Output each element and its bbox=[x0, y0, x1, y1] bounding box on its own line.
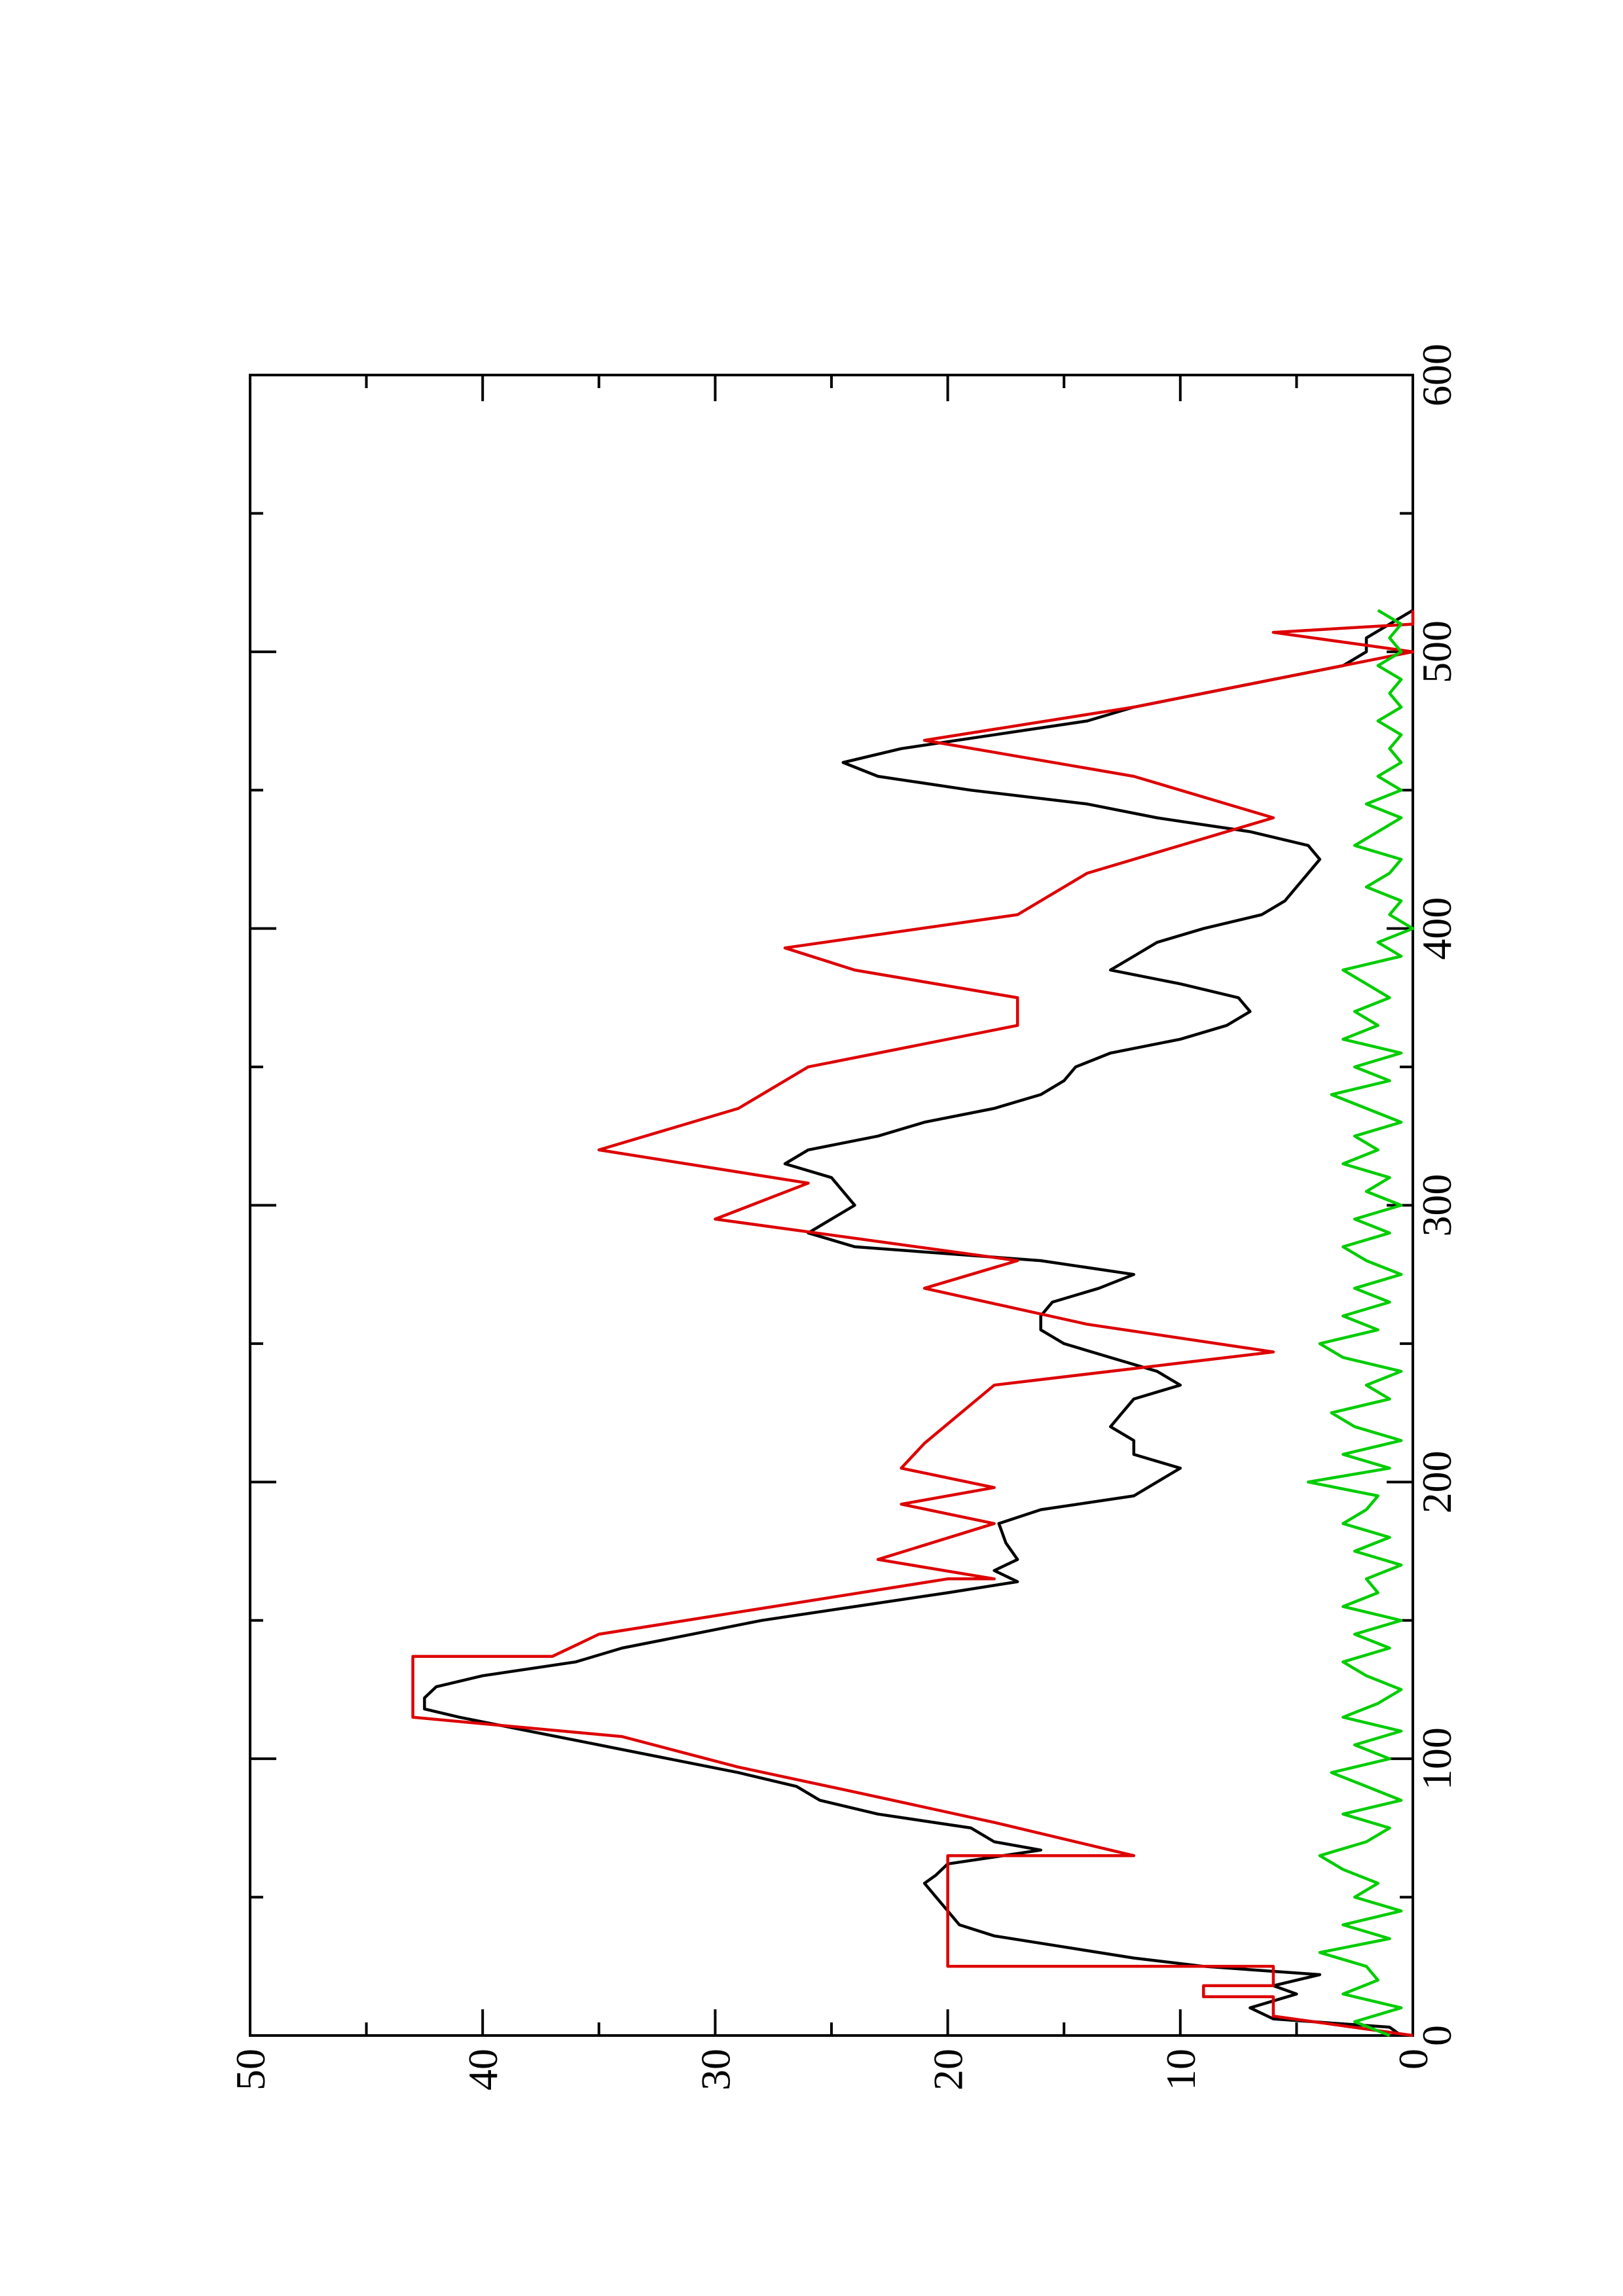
x-tick-label: 500 bbox=[1413, 620, 1460, 683]
y-tick-label: 20 bbox=[925, 2049, 972, 2090]
x-tick-label: 100 bbox=[1413, 1727, 1460, 1790]
y-tick-label: 50 bbox=[227, 2049, 274, 2090]
y-tick-label: 0 bbox=[1390, 2049, 1436, 2070]
x-tick-label: 200 bbox=[1413, 1450, 1460, 1513]
y-tick-label: 30 bbox=[692, 2049, 739, 2090]
y-tick-label: 40 bbox=[460, 2049, 506, 2090]
series-line-2 bbox=[411, 610, 1415, 2037]
x-tick-label: 0 bbox=[1413, 2025, 1460, 2046]
series-line-3 bbox=[1306, 609, 1415, 2037]
x-tick-label: 600 bbox=[1413, 344, 1460, 406]
axis-tick-labels: 0 100 200 300 400 500 600 0 10 20 30 40 50 bbox=[227, 344, 1460, 2090]
series-lines bbox=[411, 609, 1415, 2037]
series-line-1 bbox=[423, 609, 1414, 2037]
x-tick-label: 400 bbox=[1413, 897, 1460, 960]
y-tick-label: 10 bbox=[1158, 2049, 1204, 2090]
x-tick-label: 300 bbox=[1413, 1174, 1460, 1237]
